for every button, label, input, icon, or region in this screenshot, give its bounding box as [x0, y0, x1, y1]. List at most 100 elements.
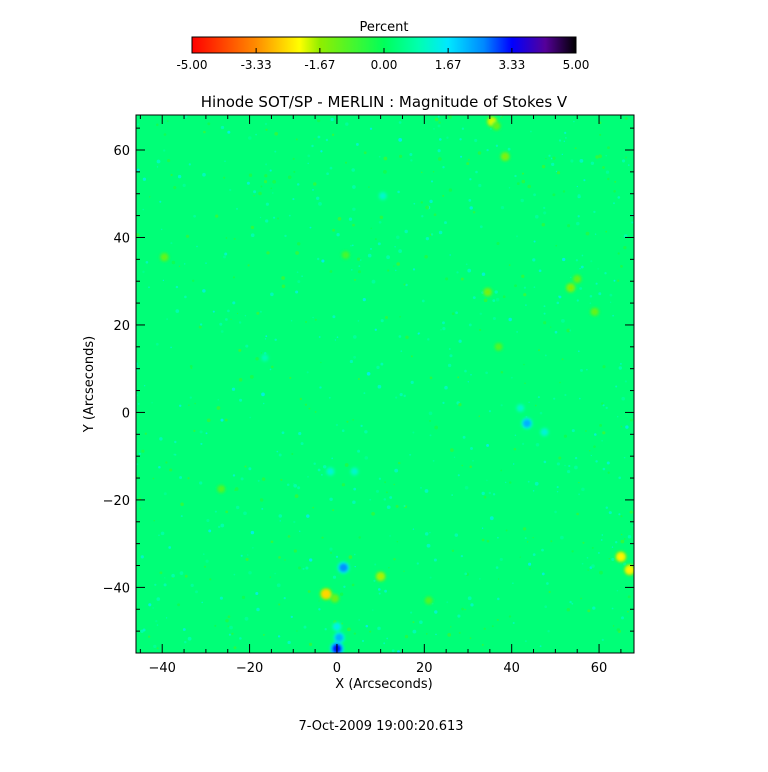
speckle-dot: [609, 293, 613, 297]
speckle-dot: [430, 233, 434, 236]
speckle-dot: [566, 608, 570, 612]
speckle-dot: [313, 138, 316, 140]
speckle-dot: [281, 276, 285, 280]
speckle-dot: [461, 464, 463, 467]
speckle-dot: [244, 465, 247, 468]
speckle-dot: [224, 252, 228, 256]
speckle-dot: [156, 647, 159, 650]
speckle-dot: [479, 312, 483, 316]
speckle-dot: [470, 603, 474, 607]
speckle-dot: [404, 634, 409, 639]
speckle-dot: [214, 624, 217, 627]
speckle-dot: [179, 404, 182, 407]
speckle-dot: [293, 170, 296, 173]
speckle-dot: [460, 554, 464, 558]
speckle-dot: [281, 284, 286, 289]
heatmap-feature: [574, 276, 581, 282]
speckle-dot: [293, 483, 295, 485]
speckle-dot: [232, 301, 236, 305]
speckle-dot: [172, 577, 174, 580]
speckle-dot: [505, 529, 508, 532]
speckle-dot: [577, 215, 580, 218]
speckle-dot: [201, 601, 204, 604]
speckle-dot: [500, 115, 502, 118]
speckle-dot: [570, 159, 574, 163]
speckle-dot: [605, 154, 607, 157]
speckle-dot: [235, 505, 240, 510]
speckle-dot: [159, 200, 162, 203]
speckle-dot: [605, 230, 608, 233]
speckle-dot: [567, 224, 571, 228]
speckle-dot: [532, 490, 535, 492]
speckle-dot: [156, 624, 159, 626]
speckle-dot: [442, 166, 445, 169]
speckle-dot: [232, 276, 236, 279]
x-tick-label: −40: [148, 661, 175, 676]
speckle-dot: [437, 124, 441, 128]
speckle-dot: [424, 489, 429, 493]
speckle-dot: [353, 632, 357, 635]
speckle-dot: [433, 213, 437, 217]
speckle-dot: [243, 511, 247, 516]
speckle-dot: [464, 608, 466, 611]
speckle-dot: [273, 216, 276, 219]
speckle-dot: [405, 335, 409, 340]
speckle-dot: [363, 392, 366, 395]
speckle-dot: [357, 320, 360, 322]
speckle-dot: [519, 556, 521, 558]
speckle-dot: [582, 541, 585, 544]
heatmap-feature: [335, 633, 344, 642]
speckle-dot: [617, 252, 620, 255]
speckle-dot: [398, 154, 403, 159]
speckle-dot: [312, 189, 314, 191]
speckle-dot: [470, 447, 473, 450]
speckle-dot: [306, 371, 309, 374]
speckle-dot: [220, 523, 225, 528]
speckle-dot: [611, 557, 615, 561]
speckle-dot: [335, 423, 339, 427]
speckle-dot: [492, 317, 496, 320]
speckle-dot: [377, 626, 381, 631]
speckle-dot: [265, 219, 269, 223]
speckle-dot: [357, 270, 361, 274]
speckle-dot: [627, 595, 631, 599]
speckle-dot: [500, 205, 505, 210]
speckle-dot: [198, 325, 202, 329]
speckle-dot: [451, 549, 455, 552]
speckle-dot: [371, 511, 375, 516]
speckle-dot: [525, 415, 528, 418]
speckle-dot: [180, 502, 184, 506]
speckle-dot: [477, 151, 482, 155]
speckle-dot: [495, 297, 500, 302]
speckle-dot: [571, 550, 574, 553]
speckle-dot: [627, 534, 632, 539]
speckle-dot: [279, 520, 281, 522]
speckle-dot: [442, 327, 446, 331]
x-tick-label: 20: [416, 661, 433, 676]
speckle-dot: [192, 279, 195, 282]
speckle-dot: [384, 589, 387, 593]
speckle-dot: [272, 192, 274, 194]
speckle-dot: [351, 583, 355, 587]
speckle-dot: [163, 492, 167, 496]
speckle-dot: [193, 429, 196, 433]
speckle-dot: [623, 538, 626, 540]
heatmap-feature: [327, 468, 334, 475]
speckle-dot: [239, 637, 242, 640]
speckle-dot: [550, 326, 552, 328]
speckle-dot: [259, 310, 262, 313]
speckle-dot: [412, 268, 416, 271]
speckle-dot: [227, 309, 230, 313]
speckle-dot: [374, 238, 377, 241]
speckle-dot: [200, 442, 203, 445]
x-axis-label: X (Arcseconds): [335, 677, 432, 692]
speckle-dot: [368, 186, 370, 188]
speckle-dot: [266, 251, 270, 255]
speckle-dot: [142, 628, 146, 632]
speckle-dot: [478, 415, 481, 417]
heatmap-feature: [351, 468, 358, 475]
speckle-dot: [508, 264, 511, 266]
speckle-dot: [374, 328, 377, 331]
speckle-dot: [578, 481, 580, 484]
speckle-dot: [309, 226, 312, 229]
